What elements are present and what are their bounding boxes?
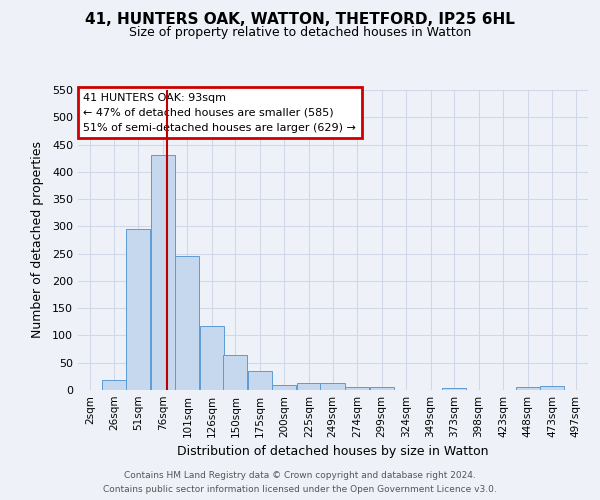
Bar xyxy=(297,384,321,390)
Bar xyxy=(540,386,564,390)
Bar xyxy=(515,386,539,390)
Bar xyxy=(223,355,247,390)
Bar xyxy=(345,386,369,390)
Text: 41, HUNTERS OAK, WATTON, THETFORD, IP25 6HL: 41, HUNTERS OAK, WATTON, THETFORD, IP25 … xyxy=(85,12,515,28)
Bar xyxy=(272,384,296,390)
Bar xyxy=(370,388,394,390)
Bar xyxy=(151,156,175,390)
Y-axis label: Number of detached properties: Number of detached properties xyxy=(31,142,44,338)
Bar xyxy=(127,229,151,390)
Text: Contains HM Land Registry data © Crown copyright and database right 2024.: Contains HM Land Registry data © Crown c… xyxy=(124,472,476,480)
Bar xyxy=(320,384,344,390)
Bar xyxy=(175,256,199,390)
Bar xyxy=(442,388,466,390)
Text: Size of property relative to detached houses in Watton: Size of property relative to detached ho… xyxy=(129,26,471,39)
Bar xyxy=(248,371,272,390)
Text: 41 HUNTERS OAK: 93sqm
← 47% of detached houses are smaller (585)
51% of semi-det: 41 HUNTERS OAK: 93sqm ← 47% of detached … xyxy=(83,93,356,132)
Bar xyxy=(200,326,224,390)
Bar xyxy=(102,380,126,390)
X-axis label: Distribution of detached houses by size in Watton: Distribution of detached houses by size … xyxy=(177,446,489,458)
Text: Contains public sector information licensed under the Open Government Licence v3: Contains public sector information licen… xyxy=(103,484,497,494)
